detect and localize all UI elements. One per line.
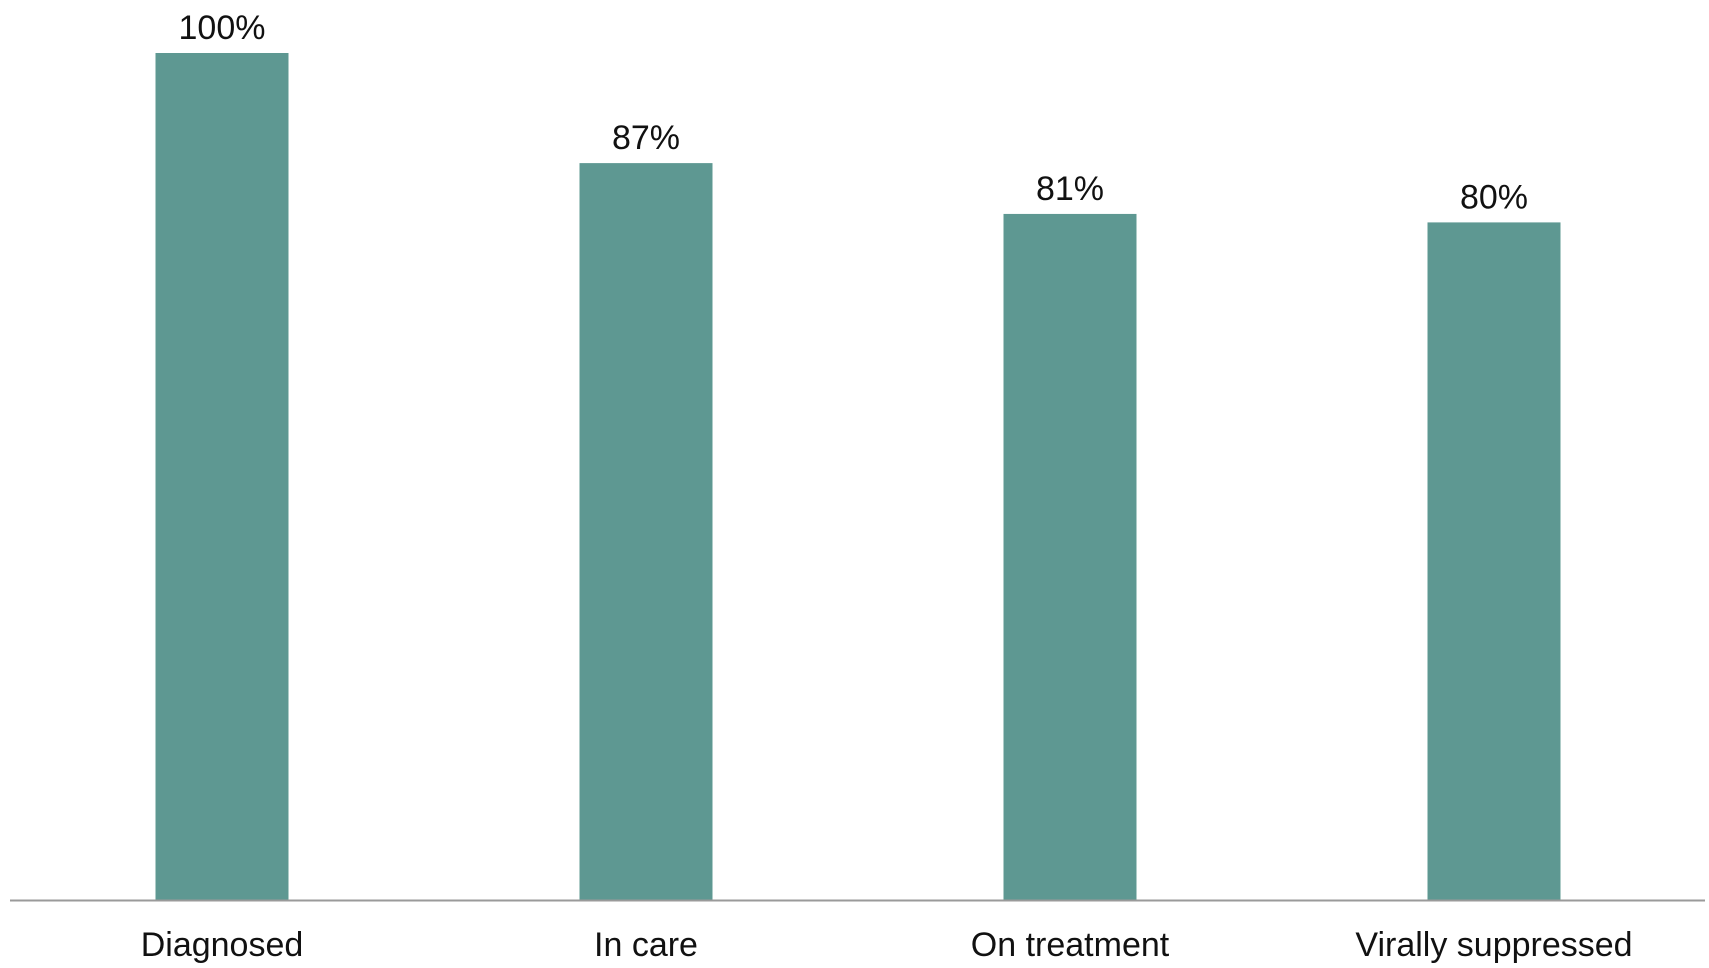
bar-diagnosed <box>155 53 289 900</box>
bar-on-treatment <box>1003 213 1137 900</box>
value-label: 81% <box>1036 170 1104 208</box>
bars-group <box>155 53 1561 901</box>
value-label: 80% <box>1460 178 1528 216</box>
category-labels-group: Diagnosed In care On treatment Virally supp… <box>141 926 1633 964</box>
bar-in-care <box>579 163 713 901</box>
category-label: Diagnosed <box>141 926 304 964</box>
category-label: Virally suppressed <box>1355 926 1632 964</box>
value-label: 100% <box>179 9 266 47</box>
value-label: 87% <box>612 119 680 157</box>
value-labels-group: 100% 87% 81% 80% <box>179 9 1529 216</box>
category-label: In care <box>594 926 698 964</box>
category-label: On treatment <box>971 926 1170 964</box>
bar-virally-suppressed <box>1427 222 1561 900</box>
